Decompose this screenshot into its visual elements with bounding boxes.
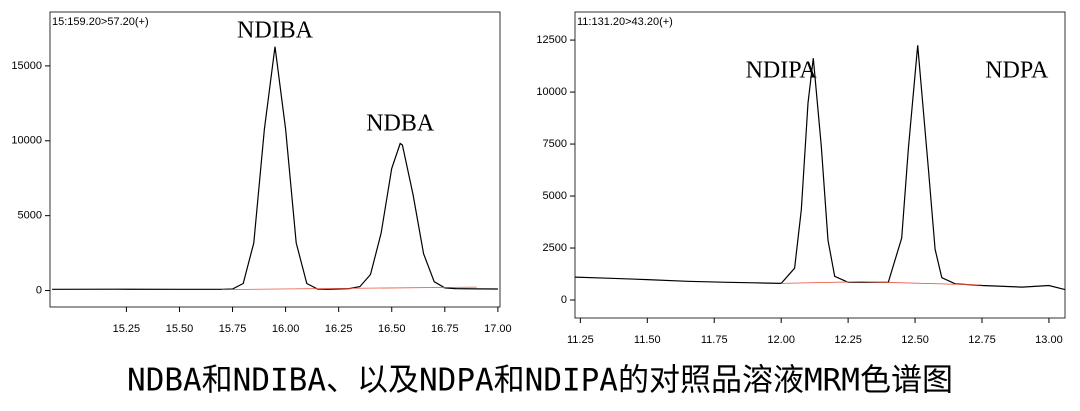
y-tick-label: 0: [561, 294, 567, 306]
x-tick-label: 11.75: [701, 334, 728, 346]
x-tick-label: 12.00: [767, 334, 795, 346]
x-tick-label: 16.75: [431, 323, 459, 335]
peak-label: NDIPA: [746, 58, 818, 84]
y-tick-label: 5000: [18, 210, 42, 222]
x-tick-label: 15.75: [219, 323, 247, 335]
y-tick-label: 0: [36, 284, 42, 296]
x-tick-label: 12.25: [834, 334, 862, 346]
peak-label: NDBA: [366, 111, 435, 137]
signal-line: [52, 46, 498, 290]
x-tick-label: 13.00: [1035, 334, 1063, 346]
y-tick-label: 10000: [536, 86, 567, 98]
x-tick-label: 15.50: [166, 323, 194, 335]
y-tick-label: 10000: [11, 135, 42, 147]
x-tick-label: 16.50: [378, 323, 406, 335]
peak-label: NDIBA: [237, 18, 314, 44]
plot-frame: [574, 11, 1066, 319]
y-tick-label: 7500: [543, 138, 567, 150]
plot-frame: [49, 11, 501, 308]
y-tick-label: 15000: [11, 60, 42, 72]
y-tick-label: 12500: [536, 34, 567, 46]
x-tick-label: 12.50: [901, 334, 929, 346]
y-tick-label: 5000: [543, 190, 567, 202]
x-tick-label: 17.00: [484, 323, 512, 335]
panel-title: 11:131.20>43.20(+): [577, 16, 673, 28]
x-tick-label: 16.25: [325, 323, 353, 335]
peak-label: NDPA: [985, 58, 1049, 84]
x-tick-label: 11.50: [634, 334, 661, 346]
x-tick-label: 16.00: [272, 323, 300, 335]
x-tick-label: 11.25: [567, 334, 594, 346]
baseline-line: [221, 286, 477, 290]
x-tick-label: 15.25: [113, 323, 141, 335]
baseline-line: [781, 281, 983, 286]
caption: NDBA和NDIBA、以及NDPA和NDIPA的对照品溶液MRM色谱图: [127, 363, 953, 399]
x-tick-label: 12.75: [968, 334, 996, 346]
signal-line: [574, 45, 1066, 291]
y-tick-label: 2500: [543, 242, 567, 254]
panel-title: 15:159.20>57.20(+): [52, 16, 149, 28]
